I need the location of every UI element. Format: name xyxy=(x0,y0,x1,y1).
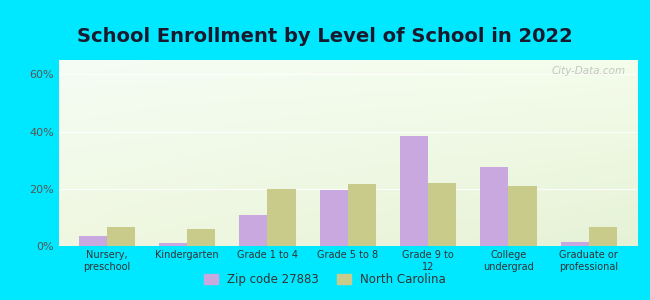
Text: City-Data.com: City-Data.com xyxy=(551,66,625,76)
Legend: Zip code 27883, North Carolina: Zip code 27883, North Carolina xyxy=(199,269,451,291)
Bar xyxy=(320,190,348,246)
Bar xyxy=(187,229,215,246)
Bar xyxy=(159,243,187,246)
Bar xyxy=(107,227,135,246)
Bar xyxy=(239,214,267,246)
Bar xyxy=(561,242,589,246)
Bar xyxy=(480,167,508,246)
Bar xyxy=(428,183,456,246)
Bar xyxy=(267,189,296,246)
Bar xyxy=(348,184,376,246)
Bar xyxy=(508,186,536,246)
Text: School Enrollment by Level of School in 2022: School Enrollment by Level of School in … xyxy=(77,27,573,46)
Bar xyxy=(400,136,428,246)
Bar xyxy=(79,236,107,246)
Bar xyxy=(589,227,617,246)
